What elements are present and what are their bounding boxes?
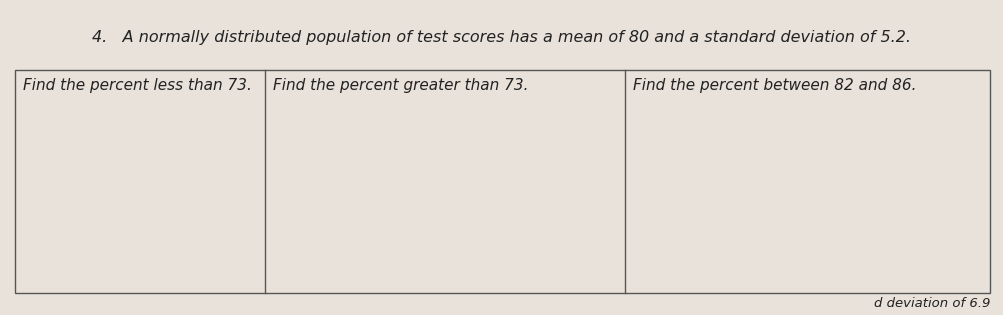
Text: Find the percent less than 73.: Find the percent less than 73. bbox=[23, 78, 252, 93]
Text: 4.   A normally distributed population of test scores has a mean of 80 and a sta: 4. A normally distributed population of … bbox=[92, 30, 911, 45]
Text: Find the percent greater than 73.: Find the percent greater than 73. bbox=[273, 78, 528, 93]
Text: d deviation of 6.9: d deviation of 6.9 bbox=[873, 297, 989, 310]
Bar bbox=[15, 70, 989, 293]
Text: Find the percent between 82 and 86.: Find the percent between 82 and 86. bbox=[632, 78, 916, 93]
